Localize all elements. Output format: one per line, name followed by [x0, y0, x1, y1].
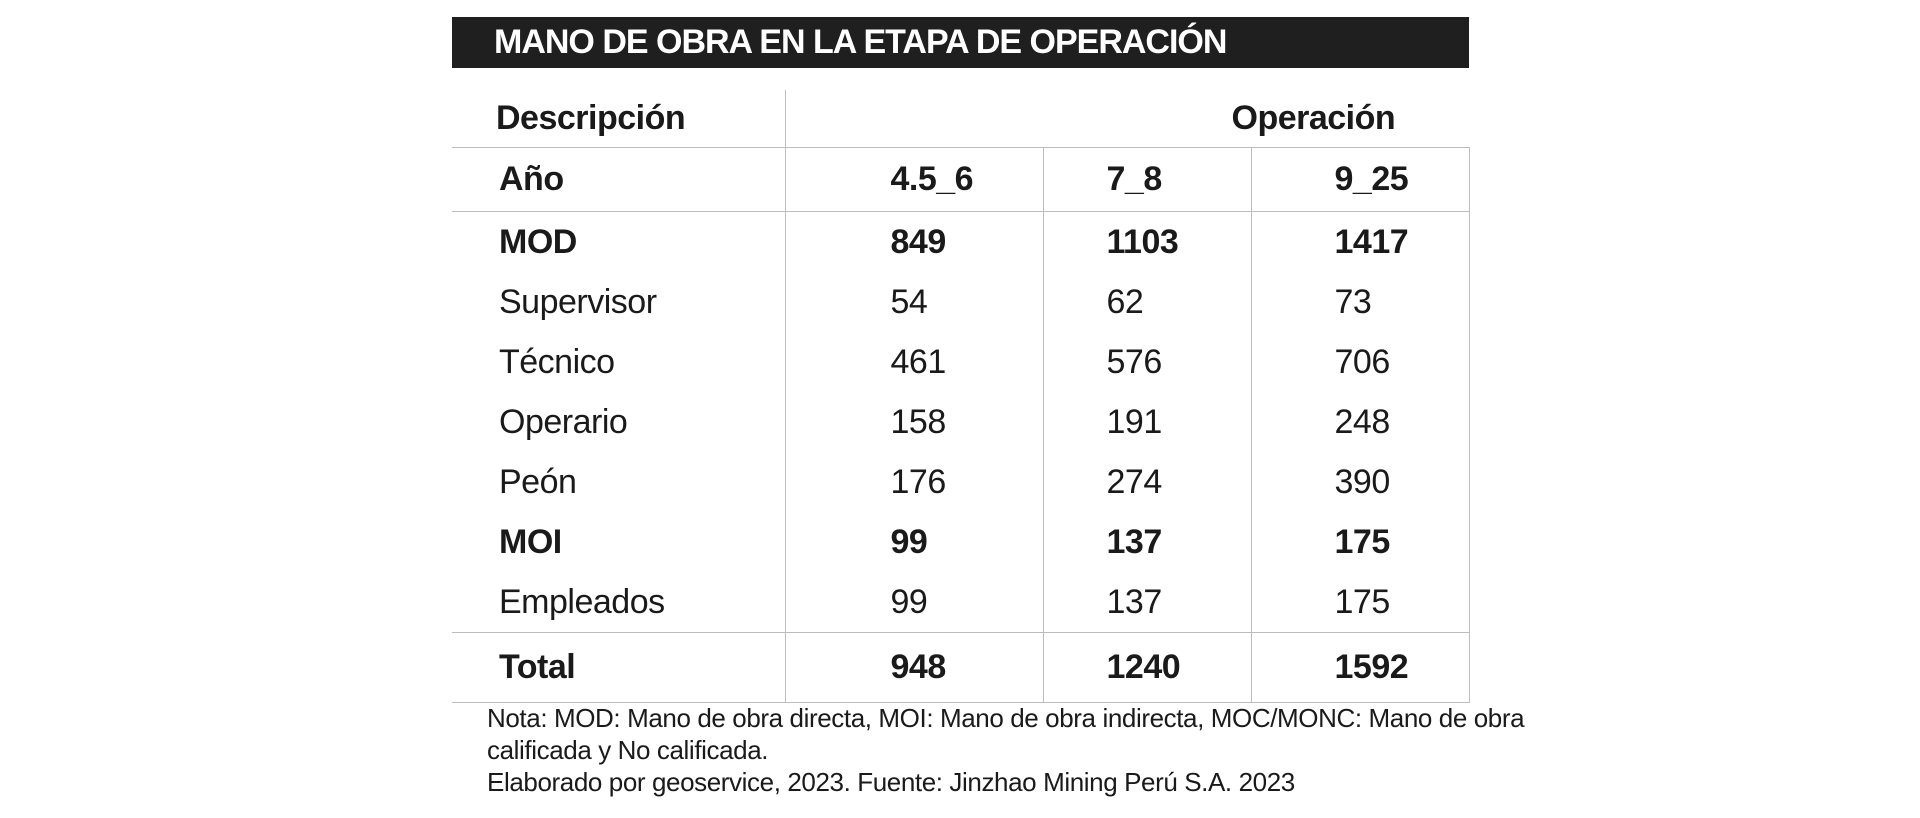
row-label: Supervisor — [499, 282, 657, 321]
row-value: 175 — [1250, 572, 1470, 633]
row-value: 175 — [1250, 512, 1470, 572]
row-label: Peón — [499, 462, 577, 501]
row-value: 62 — [1042, 272, 1251, 332]
total-label: Total — [452, 632, 785, 703]
row-value: 849 — [784, 211, 1043, 272]
row-value: 706 — [1250, 332, 1470, 392]
header-descripcion: Descripción — [496, 99, 686, 137]
table-title: MANO DE OBRA EN LA ETAPA DE OPERACIÓN — [452, 17, 1469, 68]
row-label: MOI — [499, 522, 562, 561]
header-operacion: Operación — [784, 90, 1469, 148]
table-row: Peón 176 274 390 — [452, 452, 1470, 512]
row-value: 137 — [1042, 512, 1251, 572]
header-row: Descripción Operación — [452, 90, 1469, 148]
row-value: 248 — [1250, 392, 1470, 452]
table-row: MOD 849 1103 1417 — [452, 211, 1470, 272]
row-value: 158 — [784, 392, 1043, 452]
row-value: 73 — [1250, 272, 1470, 332]
total-value: 1592 — [1250, 632, 1470, 703]
labor-table: Descripción Operación Año 4.5_6 7_8 9_25… — [452, 90, 1470, 703]
total-value: 1240 — [1042, 632, 1251, 703]
row-value: 191 — [1042, 392, 1251, 452]
note-line: calificada y No calificada. — [487, 735, 769, 765]
row-value: 274 — [1042, 452, 1251, 512]
row-value: 390 — [1250, 452, 1470, 512]
row-label: Técnico — [499, 342, 615, 381]
table-row: Operario 158 191 248 — [452, 392, 1470, 452]
table-row: Técnico 461 576 706 — [452, 332, 1470, 392]
row-label: Empleados — [499, 582, 665, 621]
year-value: 4.5_6 — [784, 147, 1043, 212]
row-value: 99 — [784, 572, 1043, 633]
row-value: 137 — [1042, 572, 1251, 633]
row-value: 1103 — [1042, 211, 1251, 272]
row-value: 1417 — [1250, 211, 1470, 272]
year-label: Año — [452, 147, 785, 212]
row-label: Operario — [499, 402, 628, 441]
source-line: Elaborado por geoservice, 2023. Fuente: … — [487, 767, 1295, 797]
year-row: Año 4.5_6 7_8 9_25 — [452, 147, 1470, 212]
row-label: MOD — [499, 222, 577, 261]
table-row: MOI 99 137 175 — [452, 512, 1470, 572]
note-line: Nota: MOD: Mano de obra directa, MOI: Ma… — [487, 703, 1525, 733]
row-value: 176 — [784, 452, 1043, 512]
total-row: Total 948 1240 1592 — [452, 632, 1470, 703]
row-value: 99 — [784, 512, 1043, 572]
row-value: 461 — [784, 332, 1043, 392]
table-notes: Nota: MOD: Mano de obra directa, MOI: Ma… — [487, 702, 1525, 798]
total-value: 948 — [784, 632, 1043, 703]
table-row: Empleados 99 137 175 — [452, 572, 1470, 633]
row-value: 54 — [784, 272, 1043, 332]
row-value: 576 — [1042, 332, 1251, 392]
year-value: 7_8 — [1042, 147, 1251, 212]
year-value: 9_25 — [1250, 147, 1470, 212]
table-row: Supervisor 54 62 73 — [452, 272, 1470, 332]
